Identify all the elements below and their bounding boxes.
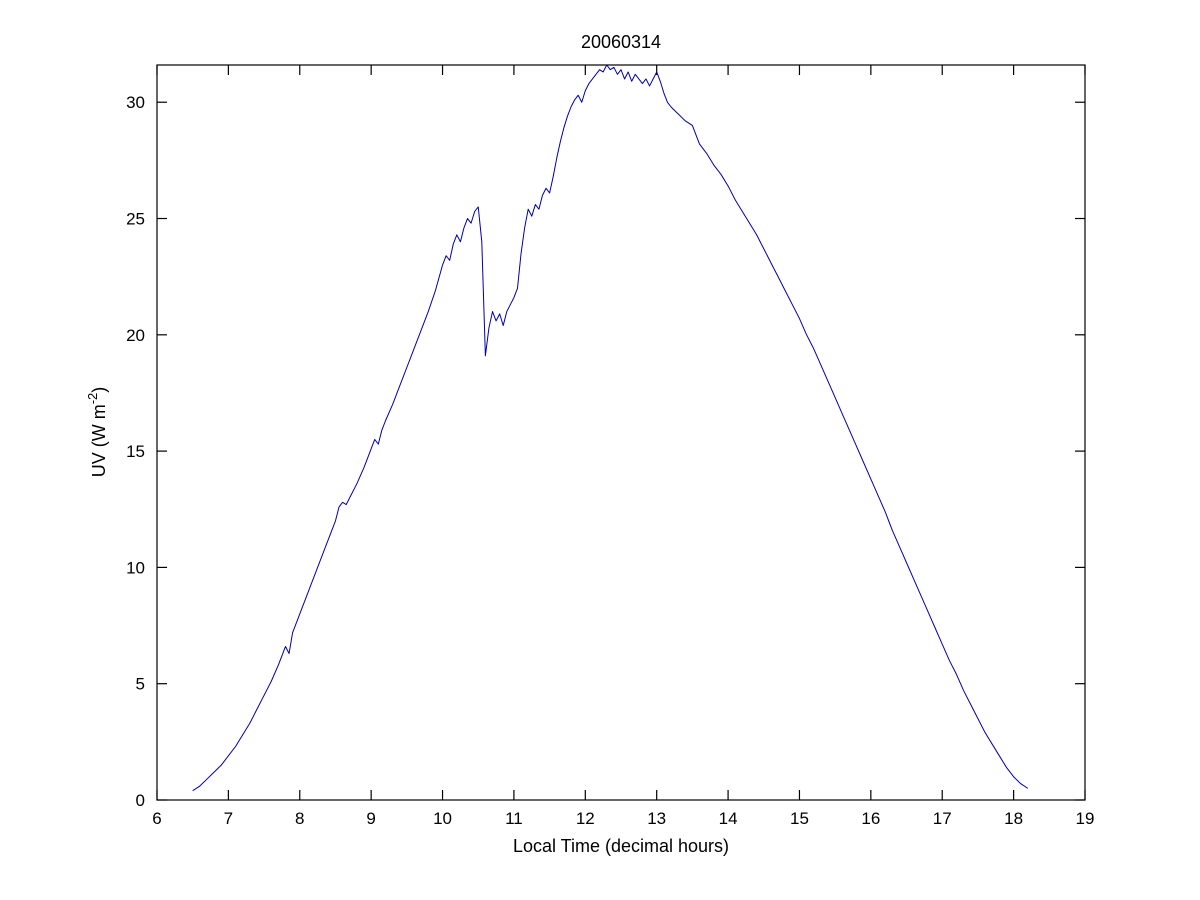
y-tick-label: 30 (126, 93, 145, 112)
plot-area: 6 7 8 9 10 11 12 13 14 15 16 17 18 19 0 5 10 15 20 25 30 (126, 64, 1095, 828)
y-axis-label: UV (W m-2) (85, 387, 109, 478)
x-tick-label: 10 (433, 809, 452, 828)
axes-box (156, 64, 1086, 801)
y-tick-label: 10 (126, 558, 145, 577)
x-axis-label: Local Time (decimal hours) (513, 836, 729, 856)
x-tick-label: 11 (505, 809, 523, 828)
y-tick-label: 0 (136, 791, 145, 810)
x-tick-label: 15 (790, 809, 809, 828)
y-axis-label-end: ) (89, 387, 109, 393)
x-tick-label: 6 (152, 809, 161, 828)
chart-title: 20060314 (581, 32, 661, 52)
y-tick-label: 15 (126, 442, 145, 461)
y-tick-label: 20 (126, 326, 145, 345)
y-tick-label: 5 (136, 675, 145, 694)
x-tick-label: 18 (1004, 809, 1023, 828)
y-tick-label: 25 (126, 210, 145, 229)
x-tick-label: 17 (933, 809, 952, 828)
x-tick-label: 9 (366, 809, 375, 828)
x-tick-label: 8 (295, 809, 304, 828)
x-tick-label: 7 (224, 809, 233, 828)
uv-data-line (192, 64, 1029, 792)
y-axis-label-main: UV (W m (89, 404, 109, 477)
x-tick-label: 12 (576, 809, 595, 828)
x-tick-label: 19 (1076, 809, 1095, 828)
x-tick-label: 16 (861, 809, 880, 828)
y-axis-label-sup: -2 (85, 393, 100, 405)
x-tick-label: 13 (647, 809, 666, 828)
x-tick-label: 14 (719, 809, 738, 828)
